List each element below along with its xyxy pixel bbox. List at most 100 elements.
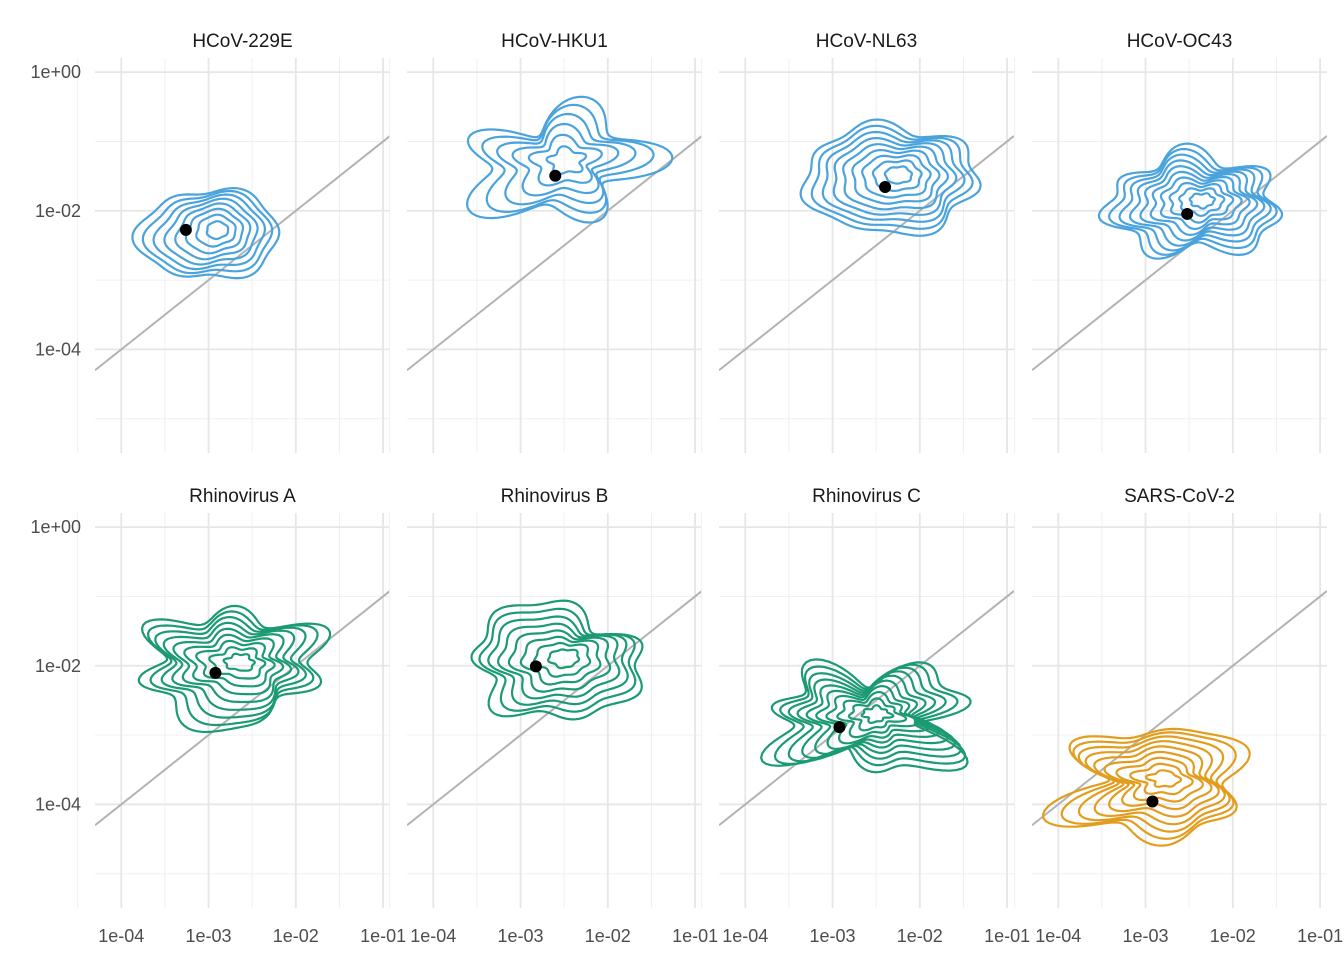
x-tick-label: 1e-04 [1035,926,1081,946]
grid [701,58,1014,453]
reference-line [95,135,390,372]
x-tick-label: 1e-02 [585,926,631,946]
contour-level-4 [183,633,285,696]
x-tick-label: 1e-01 [1297,926,1343,946]
summary-point [879,181,892,194]
contour-level-2 [195,213,237,248]
x-tick-label: 1e-04 [722,926,768,946]
summary-point [549,169,562,182]
contour-level-7 [796,670,957,759]
contour-level-3 [195,639,276,688]
contour-level-3 [836,691,920,739]
contour-level-2 [871,159,923,192]
density-contours [470,599,644,721]
contour-level-3 [1168,181,1235,224]
summary-point [1181,207,1194,220]
x-tick-label: 1e-02 [1210,926,1256,946]
contour-level-7 [821,130,966,223]
x-tick-label: 1e-03 [498,926,544,946]
panel-title: HCoV-229E [192,31,292,52]
contour-level-2 [527,133,603,187]
contour-level-7 [478,607,637,713]
x-tick-label: 1e-03 [186,926,232,946]
grid [77,513,390,908]
y-tick-label: 1e+00 [30,517,81,537]
contour-level-4 [851,149,941,205]
density-contours [1041,727,1251,847]
grid [1014,58,1327,453]
contour-level-9 [773,663,967,767]
panel-title: HCoV-HKU1 [501,31,608,52]
x-tick-label: 1e-03 [1123,926,1169,946]
contour-level-6 [487,615,629,706]
panel-rhinovirus-b: Rhinovirus B 1e-04 1e-03 1e-02 1e-01 [389,486,718,946]
panel-title: Rhinovirus B [501,486,609,507]
x-tick-label: 1e-01 [672,926,718,946]
contour-level-3 [511,122,620,197]
x-tick-label: 1e-02 [273,926,319,946]
grid [701,513,1014,908]
density-contours [465,95,674,224]
contour-level-2 [208,646,267,680]
contour-level-1 [1188,192,1217,210]
contour-level-6 [162,621,300,711]
contour-level-10 [1097,142,1284,260]
contour-level-6 [1084,740,1226,826]
contour-level-1 [205,220,230,241]
contour-level-8 [470,599,644,721]
contour-level-5 [496,622,621,700]
contour-level-1 [547,648,581,670]
y-tick-label: 1e-04 [35,794,81,814]
density-contours [137,604,332,734]
contour-level-3 [861,154,932,199]
contour-level-8 [1118,153,1272,252]
contour-level-7 [154,615,308,719]
contour-level-5 [842,143,950,211]
contour-level-8 [810,124,974,230]
contour-level-3 [1115,756,1204,803]
panel-sars-cov-2: SARS-CoV-2 1e-04 1e-03 1e-02 1e-01 [1014,486,1343,946]
reference-line [719,135,1014,372]
y-tick-label: 1e-02 [35,656,81,676]
x-tick-label: 1e-04 [410,926,456,946]
grid [389,58,702,453]
contour-level-2 [532,641,592,678]
reference-line [95,590,390,827]
panel-rhinovirus-a: Rhinovirus A 1e-04 1e-02 1e+00 1e-04 1e-03 1e-… [30,486,406,946]
reference-line [407,135,702,372]
contour-level-9 [137,604,332,734]
contour-level-6 [805,674,949,755]
x-tick-label: 1e-02 [897,926,943,946]
contour-level-5 [172,627,293,704]
contour-level-6 [465,95,674,224]
contour-level-3 [519,635,602,686]
contour-level-4 [507,629,612,693]
summary-point [529,660,542,673]
contour-level-6 [1139,165,1259,242]
panel-hcov-nl63: HCoV-NL63 [701,31,1014,453]
contour-level-4 [825,684,931,745]
contour-level-4 [496,112,637,206]
contour-level-2 [1178,187,1226,218]
contour-level-10 [759,658,972,774]
contour-level-1 [545,145,588,176]
contour-level-7 [1077,735,1231,833]
grid [1014,513,1327,908]
contour-level-5 [163,197,259,266]
x-tick-label: 1e-03 [810,926,856,946]
panel-rhinovirus-c: Rhinovirus C 1e-04 1e-03 1e-02 1e-01 [701,486,1030,946]
contour-level-6 [832,136,958,216]
contour-level-1 [860,704,895,725]
density-contours [1097,142,1284,260]
contour-level-9 [1107,148,1278,256]
contour-level-4 [1159,176,1243,231]
panel-title: HCoV-OC43 [1127,31,1233,52]
contour-level-9 [799,118,982,237]
panel-title: Rhinovirus C [812,486,921,507]
summary-point [209,666,222,679]
y-tick-label: 1e-02 [35,201,81,221]
summary-point [179,223,192,236]
contour-level-1 [222,652,256,672]
density-contours [799,118,982,237]
